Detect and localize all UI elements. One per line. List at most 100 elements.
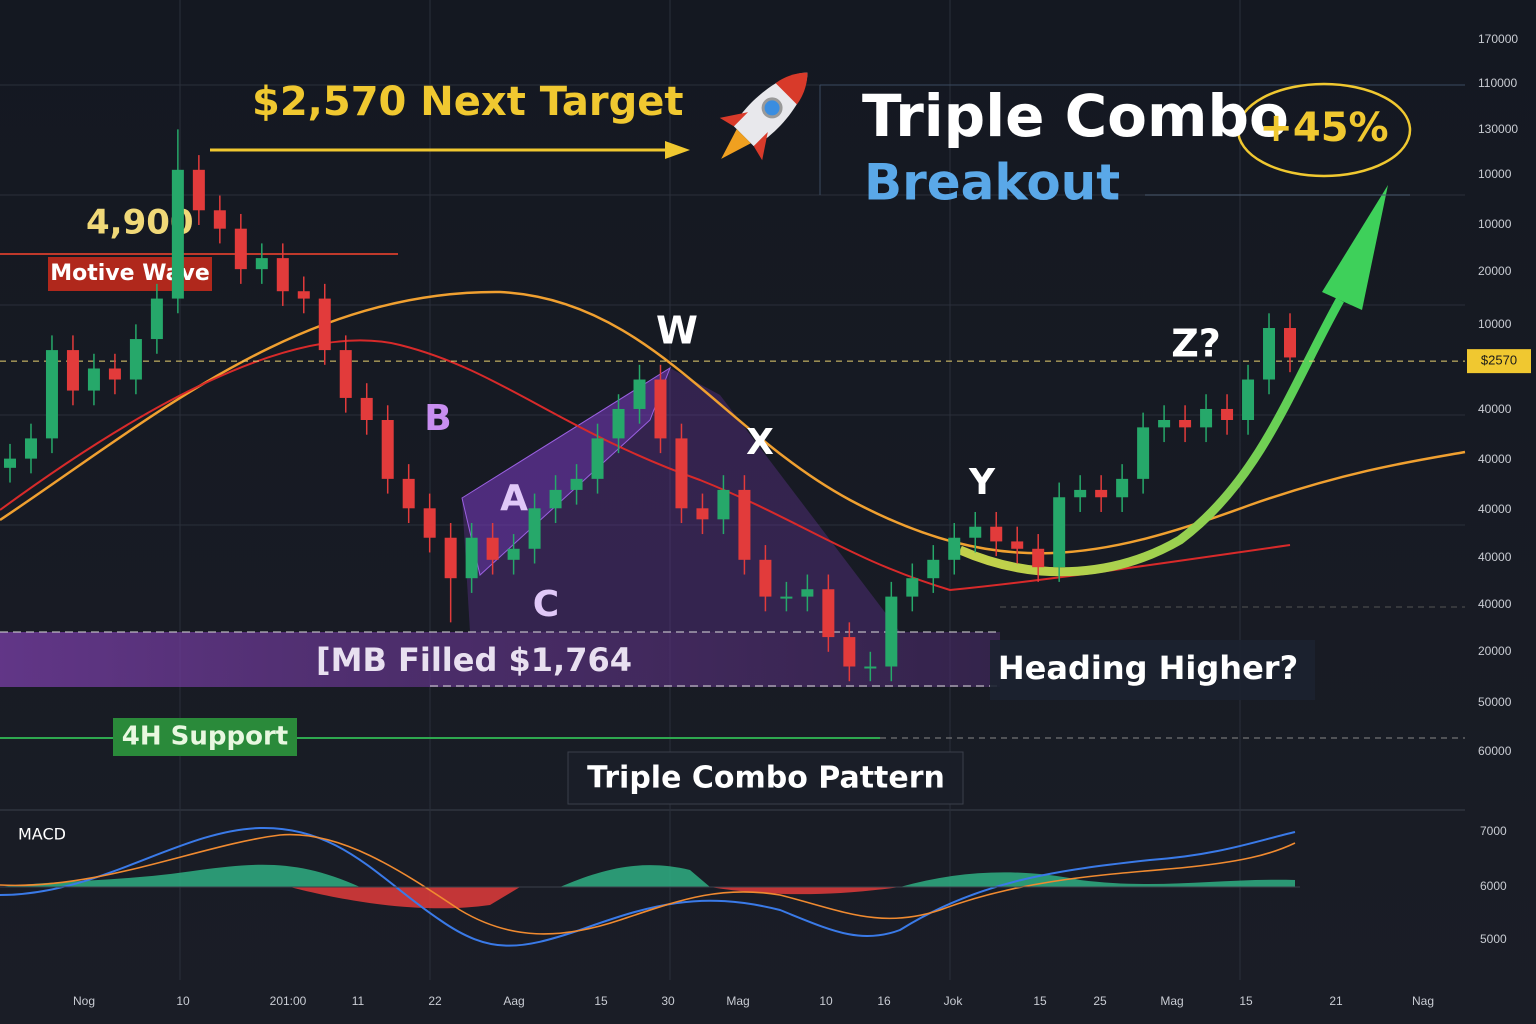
macd-axis-label: 7000: [1480, 824, 1507, 838]
x-axis-label: Nag: [1412, 994, 1434, 1008]
zone-label: [MB Filled $1,764: [316, 641, 632, 679]
heading-box: [990, 640, 1315, 700]
candle-body: [927, 559, 940, 579]
y-axis-label: 60000: [1478, 744, 1512, 758]
y-axis-label: 170000: [1478, 32, 1518, 46]
candle-body: [24, 438, 37, 459]
candle-body: [192, 169, 205, 211]
x-axis-label: Jok: [944, 994, 964, 1008]
candle-body: [570, 478, 583, 490]
y-axis-label: 10000: [1478, 167, 1512, 181]
y-axis-label: 110000: [1478, 76, 1517, 90]
candle-body: [255, 258, 268, 270]
point-b: B: [424, 398, 451, 439]
candle-body: [1284, 328, 1296, 358]
point-w: W: [656, 309, 698, 353]
rocket: [719, 72, 808, 161]
y-axis-label: 10000: [1478, 217, 1512, 231]
candle-body: [612, 408, 625, 439]
y-axis-label: 20000: [1478, 644, 1512, 658]
candle-body: [150, 298, 163, 340]
x-axis-label: Aag: [503, 994, 524, 1008]
macd-axis-label: 5000: [1480, 932, 1507, 946]
candle-body: [4, 458, 16, 468]
candle-body: [948, 537, 961, 560]
candle-body: [633, 379, 646, 409]
x-axis-label: 15: [1239, 994, 1253, 1008]
candle-body: [654, 379, 667, 439]
x-axis-label: 11: [352, 994, 365, 1008]
grid: [0, 0, 1465, 980]
pattern-box: [567, 751, 964, 805]
candle-body: [360, 397, 373, 420]
candle-body: [318, 298, 331, 351]
candle-body: [1095, 489, 1108, 498]
x-axis-label: Mag: [726, 994, 749, 1008]
candle-body: [1137, 427, 1150, 479]
x-axis-label: 16: [877, 994, 891, 1008]
x-axis-label: 15: [1033, 994, 1047, 1008]
support-label: 4H Support: [122, 722, 288, 752]
candle-body: [1011, 541, 1024, 549]
candle-body: [129, 339, 142, 380]
candle-body: [87, 368, 100, 391]
candle-body: [234, 228, 247, 270]
candle-body: [1158, 420, 1171, 428]
y-axis-label: 10000: [1478, 317, 1512, 331]
macd-label: MACD: [18, 825, 66, 844]
price-tag-label: $2570: [1481, 353, 1517, 368]
candle-body: [906, 578, 919, 597]
y-axis-label: 50000: [1478, 695, 1512, 709]
x-axis-label: Mag: [1160, 994, 1183, 1008]
support-box: [113, 718, 297, 756]
wave-label: Motive Wave: [50, 261, 210, 286]
signal-line: [0, 833, 1296, 935]
macd-axis-label: 6000: [1480, 879, 1507, 893]
x-axis-label: 15: [594, 994, 608, 1008]
candle-body: [1074, 489, 1087, 498]
price-tag: [1467, 349, 1531, 374]
x-axis-label: 25: [1093, 994, 1107, 1008]
target-arrow-head: [665, 141, 690, 159]
badge: +45%: [1259, 105, 1388, 151]
candle-body: [591, 438, 604, 479]
point-y: Y: [968, 462, 996, 503]
macd-histogram-down: [290, 887, 900, 909]
point-z: Z?: [1171, 322, 1221, 366]
candle-body: [759, 559, 772, 597]
candle-body: [213, 210, 226, 229]
x-axis-label: 30: [661, 994, 675, 1008]
candle-body: [1179, 420, 1192, 428]
candle-body: [1032, 548, 1045, 568]
candle-body: [45, 350, 58, 439]
candle-body: [1221, 408, 1234, 420]
y-axis-label: 20000: [1478, 264, 1512, 278]
target-label: $2,570 Next Target: [252, 79, 683, 125]
candle-body: [717, 489, 730, 520]
candle-body: [801, 589, 814, 597]
candle-body: [444, 537, 457, 579]
candle-body: [1053, 497, 1066, 568]
x-axis-label: 10: [819, 994, 833, 1008]
badge-ring: [1236, 82, 1412, 178]
title: Triple Combo: [862, 82, 1289, 150]
y-axis-label: 130000: [1478, 122, 1518, 136]
candle-body: [780, 596, 793, 599]
x-axis-label: Nog: [73, 994, 95, 1008]
point-x: X: [746, 422, 774, 463]
candle-body: [843, 637, 856, 667]
breakout-arrow: [958, 297, 1344, 577]
candle-body: [339, 350, 352, 398]
candle-body: [969, 526, 982, 538]
candle-body: [465, 537, 478, 579]
candle-body: [507, 548, 520, 560]
candle-body: [1242, 379, 1255, 420]
wave-box: [48, 257, 212, 291]
mb-zone: [0, 632, 1000, 687]
point-a: A: [500, 478, 528, 519]
candle-body: [675, 438, 688, 509]
candle-body: [549, 489, 562, 509]
candle-body: [738, 489, 751, 560]
candle-body: [297, 291, 310, 299]
